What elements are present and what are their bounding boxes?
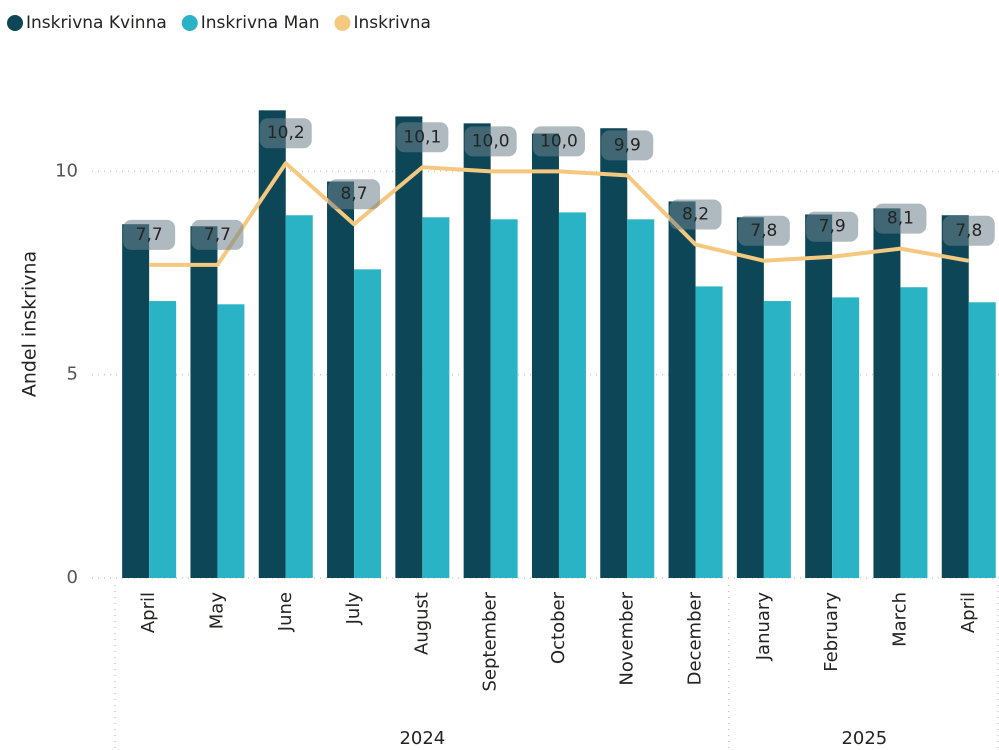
x-tick-label: August (411, 592, 432, 655)
bar (900, 287, 928, 578)
bar (531, 133, 559, 578)
bar (354, 269, 382, 578)
bar (122, 224, 150, 578)
legend-marker (7, 15, 23, 31)
data-label: 8,1 (887, 209, 914, 229)
bar (463, 123, 491, 578)
y-axis-label: Andel inskrivna (19, 251, 41, 397)
x-tick-label: February (821, 592, 842, 672)
data-label-bg (806, 211, 859, 242)
data-label-bg (942, 215, 995, 246)
x-tick-label: September (480, 591, 501, 691)
x-tick-label: November (616, 591, 637, 685)
y-tick-label: 5 (67, 364, 78, 385)
bar (873, 208, 901, 578)
bar (627, 219, 655, 578)
data-label: 10,2 (267, 123, 305, 143)
data-label: 10,0 (472, 131, 510, 151)
data-label: 7,9 (819, 217, 846, 237)
data-label-bg (874, 203, 927, 234)
data-label: 7,7 (136, 225, 163, 245)
bar (695, 286, 723, 578)
data-label: 7,8 (750, 221, 777, 241)
data-label-bg (328, 179, 381, 210)
bar (832, 297, 860, 578)
data-label-bg (123, 219, 176, 250)
bar (490, 219, 518, 578)
bar (736, 217, 764, 578)
x-tick-label: January (753, 592, 774, 662)
data-label: 9,9 (614, 135, 641, 155)
x-group-label: 2025 (841, 728, 887, 749)
bar (668, 201, 696, 578)
bar (600, 128, 628, 578)
x-tick-label: March (889, 592, 910, 647)
legend-label: Inskrivna (353, 13, 430, 33)
legend-marker (334, 15, 351, 31)
legend-label: Inskrivna Kvinna (26, 13, 167, 33)
bar (558, 212, 586, 578)
y-tick-label: 10 (55, 160, 78, 181)
line (149, 161, 970, 267)
data-label: 7,7 (204, 225, 231, 245)
data-label-bg (737, 215, 790, 246)
data-label-bg (601, 130, 654, 161)
bar (190, 226, 218, 578)
bar (149, 301, 177, 578)
bar (285, 215, 313, 578)
data-label-bg (259, 118, 312, 149)
x-tick-label: April (958, 592, 979, 633)
bar (968, 302, 996, 578)
x-tick-label: July (343, 592, 364, 626)
bar (327, 181, 355, 578)
bar (422, 217, 450, 578)
y-tick-label: 0 (67, 567, 78, 588)
data-label-bg (464, 126, 517, 157)
bar (941, 215, 969, 578)
x-tick-label: April (138, 592, 159, 633)
x-tick-label: December (685, 591, 706, 685)
x-group-label: 2024 (399, 728, 445, 749)
data-label-bg (669, 199, 722, 230)
bar (805, 214, 833, 578)
legend-marker (181, 15, 198, 31)
x-tick-label: June (275, 592, 296, 632)
legend-label: Inskrivna Man (201, 13, 320, 33)
data-label: 8,7 (341, 184, 368, 204)
data-label: 10,1 (403, 127, 441, 147)
bar (217, 304, 245, 578)
data-label-bg (191, 219, 244, 250)
x-tick-label: May (206, 592, 227, 630)
data-label: 10,0 (540, 131, 578, 151)
data-label-bg (532, 126, 585, 157)
x-tick-label: October (548, 591, 569, 664)
bar (763, 301, 791, 578)
data-label-bg (396, 122, 449, 153)
bar (395, 116, 423, 578)
data-label: 8,2 (682, 205, 709, 225)
data-label: 7,8 (955, 221, 982, 241)
bar (258, 110, 286, 578)
